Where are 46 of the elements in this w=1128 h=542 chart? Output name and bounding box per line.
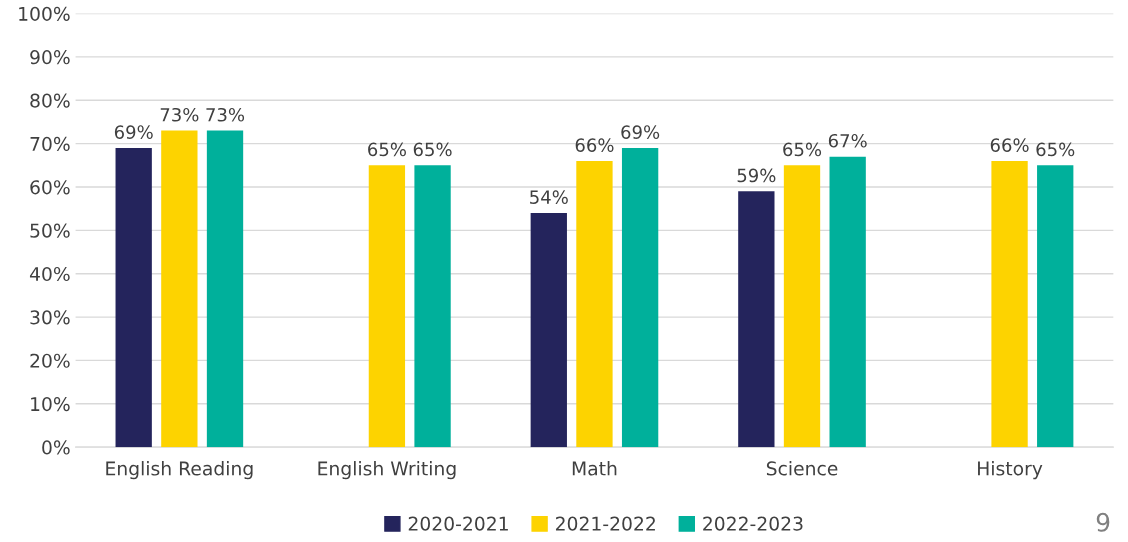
data-label: 65% — [1036, 142, 1075, 157]
x-tick-label: Science — [766, 461, 838, 476]
y-tick-label: 70% — [30, 136, 70, 152]
bar — [414, 165, 451, 448]
data-label: 69% — [114, 125, 153, 139]
bar — [991, 160, 1028, 448]
bar — [576, 160, 613, 448]
bar — [621, 147, 659, 448]
bar — [368, 165, 406, 448]
bar — [530, 213, 567, 448]
bar — [161, 130, 198, 448]
bar — [829, 156, 866, 448]
y-tick-label: 50% — [30, 223, 70, 238]
bar — [1037, 165, 1074, 448]
data-label: 65% — [368, 142, 406, 157]
data-label: 59% — [737, 168, 776, 183]
legend-label: 2022-2023 — [703, 516, 803, 531]
y-tick-label: 100% — [19, 6, 70, 21]
text: 9 — [1096, 512, 1110, 532]
bar — [783, 165, 821, 448]
y-tick-label: 80% — [30, 93, 70, 108]
legend-label: 2020-2021 — [408, 516, 508, 531]
data-label: 69% — [621, 125, 660, 139]
data-label: 73% — [160, 107, 199, 122]
data-label: 66% — [990, 138, 1029, 152]
y-tick-label: 60% — [30, 180, 70, 195]
y-tick-label: 40% — [29, 266, 70, 282]
x-tick-label: English Reading — [106, 461, 253, 480]
data-label: 67% — [828, 133, 867, 148]
data-label: 65% — [783, 142, 822, 157]
bar — [115, 147, 152, 448]
data-label: 73% — [206, 107, 245, 122]
data-label: 65% — [413, 142, 452, 157]
y-tick-label: 20% — [30, 353, 70, 368]
y-tick-label: 30% — [30, 310, 70, 325]
x-tick-label: History — [978, 461, 1043, 480]
y-tick-label: 0% — [42, 440, 70, 455]
y-tick-label: 90% — [30, 50, 70, 65]
bar — [738, 191, 775, 448]
y-tick-label: 10% — [31, 397, 70, 412]
bar — [206, 130, 244, 448]
x-tick-label: Math — [572, 461, 617, 476]
data-label: 66% — [575, 138, 614, 152]
data-label: 54% — [530, 190, 568, 204]
x-tick-label: English Writing — [318, 461, 456, 480]
legend-label: 2021-2022 — [555, 516, 655, 531]
